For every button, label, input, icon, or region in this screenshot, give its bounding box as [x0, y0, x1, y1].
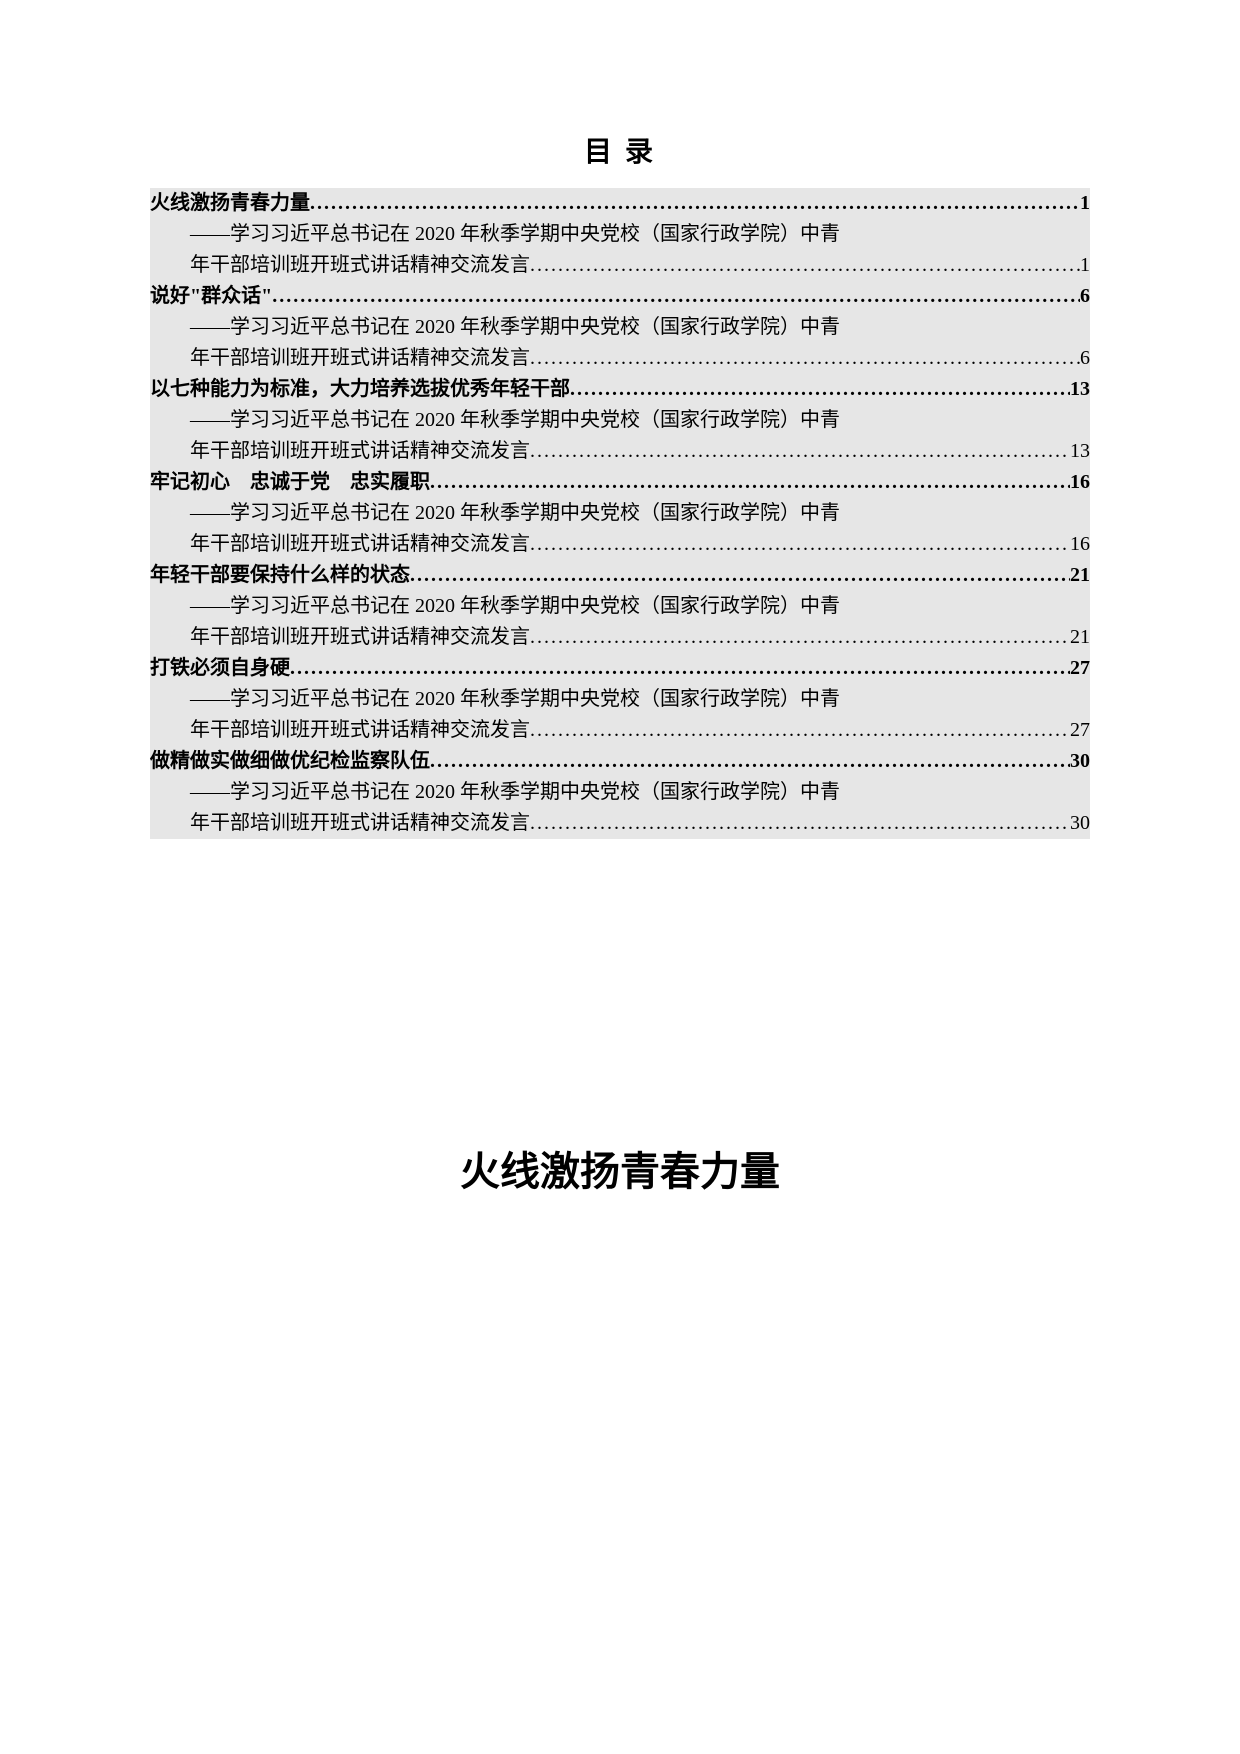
- toc-dots: [430, 467, 1070, 498]
- toc-dots: [530, 715, 1070, 746]
- toc-entry-subpage: 6: [1080, 343, 1090, 374]
- toc-dots: [530, 250, 1080, 281]
- toc-entry-main: 火线激扬青春力量 1: [150, 188, 1090, 219]
- toc-dots: [530, 529, 1070, 560]
- toc-subtitle-line2: 年干部培训班开班式讲话精神交流发言: [190, 529, 530, 560]
- toc-subtitle-line1: ——学习习近平总书记在 2020 年秋季学期中央党校（国家行政学院）中青: [190, 498, 840, 529]
- toc-entry-subpage: 1: [1080, 250, 1090, 281]
- article-heading: 火线激扬青春力量: [150, 1139, 1090, 1197]
- toc-entry-main: 做精做实做细做优纪检监察队伍 30: [150, 746, 1090, 777]
- toc-subtitle-line2: 年干部培训班开班式讲话精神交流发言: [190, 622, 530, 653]
- toc-entry-title: 年轻干部要保持什么样的状态: [150, 560, 410, 591]
- toc-entry-sub: 年干部培训班开班式讲话精神交流发言 27: [150, 715, 1090, 746]
- toc-subtitle-line1: ——学习习近平总书记在 2020 年秋季学期中央党校（国家行政学院）中青: [190, 405, 840, 436]
- toc-subtitle-line1: ——学习习近平总书记在 2020 年秋季学期中央党校（国家行政学院）中青: [190, 312, 840, 343]
- toc-dots: [530, 436, 1070, 467]
- toc-entry-title: 火线激扬青春力量: [150, 188, 310, 219]
- toc-dots: [410, 560, 1070, 591]
- toc-entry-sub: ——学习习近平总书记在 2020 年秋季学期中央党校（国家行政学院）中青: [150, 312, 1090, 343]
- toc-dots: [290, 653, 1070, 684]
- toc-entry-title: 牢记初心 忠诚于党 忠实履职: [150, 467, 430, 498]
- toc-entry-page: 1: [1080, 188, 1090, 219]
- document-page: 目 录 火线激扬青春力量 1 ——学习习近平总书记在 2020 年秋季学期中央党…: [0, 0, 1240, 1197]
- toc-entry-sub: 年干部培训班开班式讲话精神交流发言 6: [150, 343, 1090, 374]
- toc-subtitle-line2: 年干部培训班开班式讲话精神交流发言: [190, 343, 530, 374]
- toc-entry-sub: 年干部培训班开班式讲话精神交流发言 13: [150, 436, 1090, 467]
- toc-subtitle-line1: ——学习习近平总书记在 2020 年秋季学期中央党校（国家行政学院）中青: [190, 684, 840, 715]
- toc-entry-title: 以七种能力为标准，大力培养选拔优秀年轻干部: [150, 374, 570, 405]
- toc-dots: [530, 808, 1070, 839]
- toc-dots: [430, 746, 1070, 777]
- toc-entry-sub: ——学习习近平总书记在 2020 年秋季学期中央党校（国家行政学院）中青: [150, 777, 1090, 808]
- toc-entry-sub: ——学习习近平总书记在 2020 年秋季学期中央党校（国家行政学院）中青: [150, 498, 1090, 529]
- toc-entry-page: 30: [1070, 746, 1090, 777]
- toc-entry-sub: ——学习习近平总书记在 2020 年秋季学期中央党校（国家行政学院）中青: [150, 219, 1090, 250]
- toc-entry-main: 牢记初心 忠诚于党 忠实履职 16: [150, 467, 1090, 498]
- toc-entry-page: 6: [1080, 281, 1090, 312]
- toc-subtitle-line1: ——学习习近平总书记在 2020 年秋季学期中央党校（国家行政学院）中青: [190, 219, 840, 250]
- toc-entry-sub: ——学习习近平总书记在 2020 年秋季学期中央党校（国家行政学院）中青: [150, 684, 1090, 715]
- toc-entry-main: 年轻干部要保持什么样的状态 21: [150, 560, 1090, 591]
- toc-entry-page: 27: [1070, 653, 1090, 684]
- toc-subtitle-line2: 年干部培训班开班式讲话精神交流发言: [190, 250, 530, 281]
- toc-entry-subpage: 30: [1070, 808, 1090, 839]
- toc-list: 火线激扬青春力量 1 ——学习习近平总书记在 2020 年秋季学期中央党校（国家…: [150, 188, 1090, 839]
- toc-dots: [310, 188, 1080, 219]
- toc-dots: [530, 622, 1070, 653]
- toc-entry-sub: ——学习习近平总书记在 2020 年秋季学期中央党校（国家行政学院）中青: [150, 405, 1090, 436]
- toc-entry-sub: 年干部培训班开班式讲话精神交流发言 21: [150, 622, 1090, 653]
- toc-entry-sub: ——学习习近平总书记在 2020 年秋季学期中央党校（国家行政学院）中青: [150, 591, 1090, 622]
- toc-entry-sub: 年干部培训班开班式讲话精神交流发言 30: [150, 808, 1090, 839]
- toc-entry-title: 做精做实做细做优纪检监察队伍: [150, 746, 430, 777]
- toc-entry-title: 打铁必须自身硬: [150, 653, 290, 684]
- toc-entry-subpage: 16: [1070, 529, 1090, 560]
- toc-subtitle-line2: 年干部培训班开班式讲话精神交流发言: [190, 715, 530, 746]
- toc-entry-main: 打铁必须自身硬 27: [150, 653, 1090, 684]
- toc-title: 目 录: [150, 130, 1090, 170]
- toc-entry-page: 21: [1070, 560, 1090, 591]
- toc-subtitle-line1: ——学习习近平总书记在 2020 年秋季学期中央党校（国家行政学院）中青: [190, 591, 840, 622]
- toc-dots: [570, 374, 1070, 405]
- toc-entry-page: 16: [1070, 467, 1090, 498]
- toc-entry-main: 说好"群众话" 6: [150, 281, 1090, 312]
- toc-entry-subpage: 21: [1070, 622, 1090, 653]
- toc-entry-sub: 年干部培训班开班式讲话精神交流发言 16: [150, 529, 1090, 560]
- toc-entry-subpage: 13: [1070, 436, 1090, 467]
- toc-entry-main: 以七种能力为标准，大力培养选拔优秀年轻干部 13: [150, 374, 1090, 405]
- toc-subtitle-line1: ——学习习近平总书记在 2020 年秋季学期中央党校（国家行政学院）中青: [190, 777, 840, 808]
- toc-subtitle-line2: 年干部培训班开班式讲话精神交流发言: [190, 436, 530, 467]
- toc-entry-sub: 年干部培训班开班式讲话精神交流发言 1: [150, 250, 1090, 281]
- toc-entry-page: 13: [1070, 374, 1090, 405]
- toc-dots: [530, 343, 1080, 374]
- toc-entry-title: 说好"群众话": [150, 281, 272, 312]
- toc-subtitle-line2: 年干部培训班开班式讲话精神交流发言: [190, 808, 530, 839]
- toc-entry-subpage: 27: [1070, 715, 1090, 746]
- toc-dots: [272, 281, 1080, 312]
